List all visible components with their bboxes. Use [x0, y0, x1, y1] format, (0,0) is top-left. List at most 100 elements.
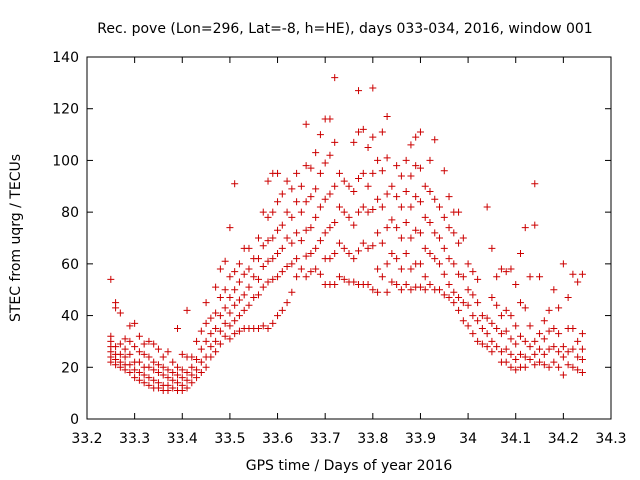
data-point [259, 208, 267, 216]
data-point [402, 156, 410, 164]
data-point [445, 224, 453, 232]
data-point [416, 283, 424, 291]
data-point [269, 234, 277, 242]
data-point [431, 229, 439, 237]
data-point [202, 299, 210, 307]
x-tick-label: 33.7 [310, 431, 341, 447]
data-point [283, 234, 291, 242]
data-point [407, 265, 415, 273]
data-point [483, 203, 491, 211]
data-point [335, 273, 343, 281]
data-point [440, 291, 448, 299]
data-point [502, 327, 510, 335]
data-point [545, 363, 553, 371]
y-tick-label: 0 [70, 412, 79, 428]
data-point [369, 206, 377, 214]
data-point [135, 368, 143, 376]
data-point [559, 260, 567, 268]
data-point [216, 312, 224, 320]
data-point [112, 304, 120, 312]
data-point [464, 322, 472, 330]
data-point [221, 304, 229, 312]
data-point [578, 368, 586, 376]
data-point [150, 376, 158, 384]
data-point [216, 327, 224, 335]
data-point [312, 149, 320, 157]
data-point [478, 325, 486, 332]
data-point [397, 286, 405, 294]
data-point [350, 255, 358, 263]
data-point [493, 343, 501, 351]
data-point [274, 226, 282, 234]
data-point [397, 172, 405, 180]
data-point [121, 345, 129, 353]
data-point [369, 286, 377, 294]
data-point [335, 239, 343, 247]
data-point [483, 330, 491, 338]
data-point [450, 299, 458, 307]
data-point [178, 374, 186, 382]
data-point [174, 325, 182, 332]
data-point [245, 265, 253, 273]
data-point [421, 244, 429, 252]
data-point [550, 286, 558, 294]
data-point [431, 255, 439, 263]
data-point [393, 162, 401, 170]
data-point [459, 317, 467, 325]
data-point [254, 275, 262, 283]
x-tick-label: 33.6 [262, 431, 293, 447]
data-point [497, 330, 505, 338]
data-point [378, 273, 386, 281]
data-point [493, 301, 501, 309]
data-point [178, 387, 186, 395]
data-point [402, 281, 410, 289]
data-point [469, 330, 477, 338]
data-point [526, 322, 534, 330]
data-point [531, 221, 539, 229]
data-point [383, 288, 391, 296]
data-point [135, 348, 143, 356]
data-point [402, 218, 410, 226]
data-point [188, 379, 196, 387]
data-point [264, 237, 272, 245]
data-point [540, 350, 548, 358]
y-tick-label: 120 [52, 102, 79, 118]
data-point [574, 278, 582, 286]
data-point [221, 286, 229, 294]
data-point [431, 136, 439, 144]
data-point [154, 384, 162, 392]
data-point [345, 250, 353, 258]
data-point [331, 281, 339, 289]
data-point [531, 180, 539, 188]
data-point [312, 213, 320, 221]
data-point [269, 319, 277, 327]
data-point [436, 234, 444, 242]
data-point [426, 250, 434, 258]
data-point [340, 244, 348, 252]
data-point [264, 278, 272, 286]
data-point [140, 371, 148, 379]
data-point [169, 376, 177, 384]
data-point [283, 299, 291, 307]
data-point [369, 133, 377, 141]
data-point [293, 255, 301, 263]
data-point [436, 203, 444, 211]
data-point [145, 363, 153, 371]
data-point [331, 138, 339, 146]
data-point [221, 257, 229, 265]
data-point [293, 229, 301, 237]
data-point [307, 224, 315, 232]
data-point [483, 314, 491, 322]
data-point [297, 237, 305, 245]
data-point [488, 244, 496, 252]
data-point [302, 226, 310, 234]
x-tick-label: 34.1 [500, 431, 531, 447]
data-point [145, 337, 153, 345]
data-point [474, 337, 482, 345]
data-point [278, 190, 286, 198]
data-point [183, 384, 191, 392]
data-point [316, 203, 324, 211]
data-point [383, 260, 391, 268]
data-point [497, 265, 505, 273]
